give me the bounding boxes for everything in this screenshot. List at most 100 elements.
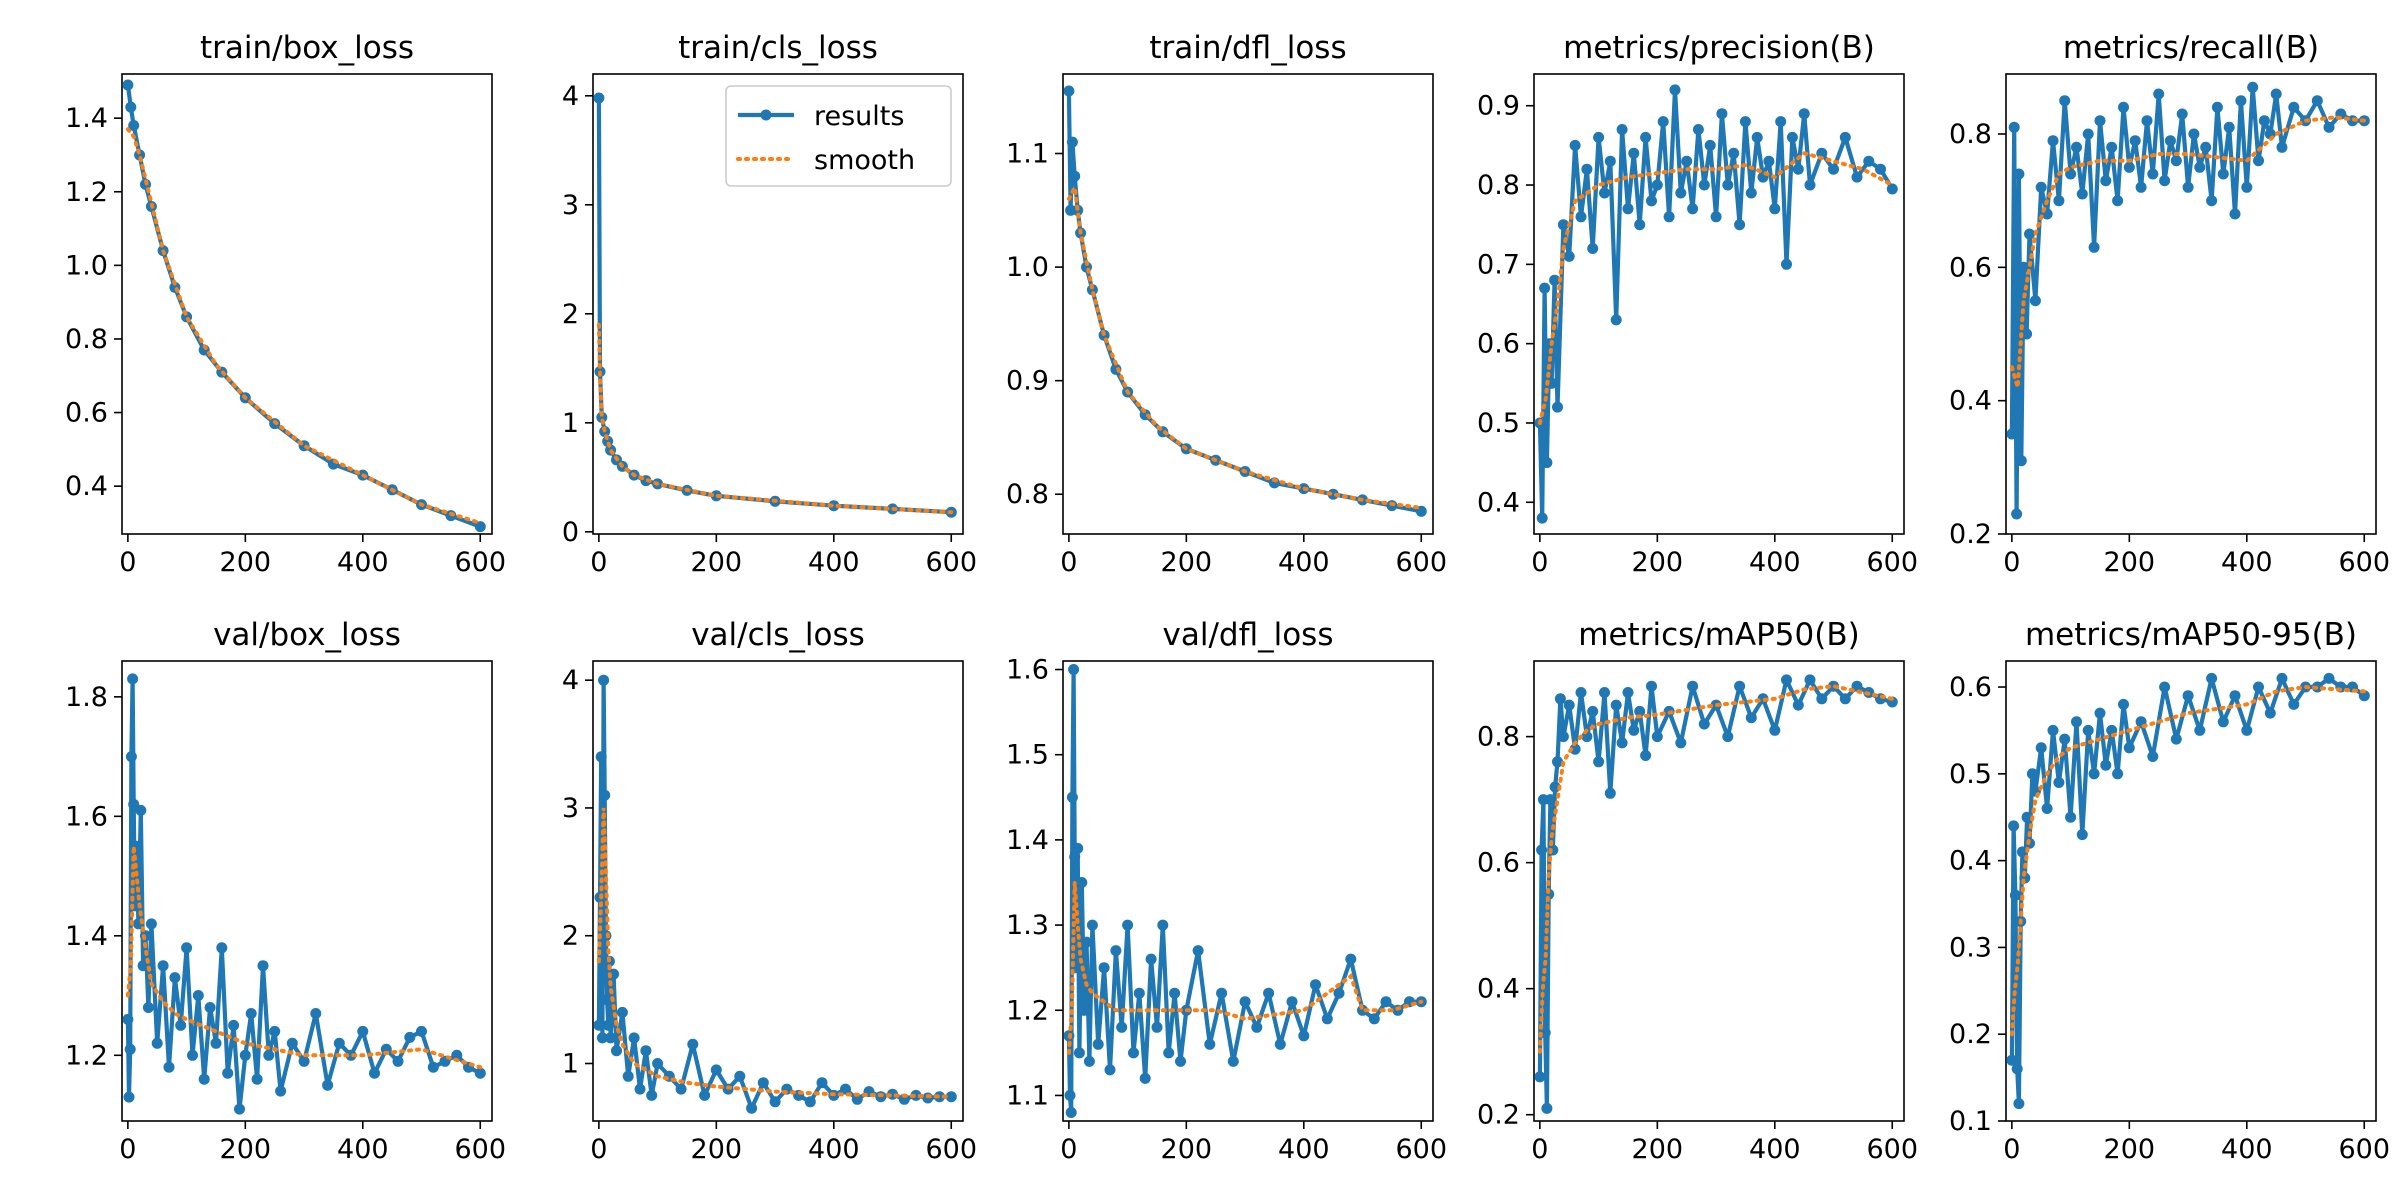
results-point: [124, 1043, 136, 1055]
results-point: [2323, 672, 2335, 684]
results-point: [169, 972, 181, 984]
results-point: [122, 79, 134, 91]
y-tick-label: 0.5: [1477, 408, 1520, 439]
x-tick-label: 600: [2338, 547, 2390, 578]
results-point: [710, 1064, 722, 1076]
results-point: [2217, 716, 2229, 728]
results-point: [1327, 488, 1339, 500]
results-point: [2088, 768, 2100, 780]
results-point: [2129, 135, 2141, 147]
results-point: [2194, 724, 2206, 736]
results-point: [1628, 147, 1640, 159]
results-point: [234, 1103, 245, 1115]
results-point: [1145, 953, 1157, 965]
results-point: [1544, 794, 1556, 806]
x-tick-label: 600: [454, 1134, 506, 1165]
results-point: [2082, 128, 2094, 140]
results-point: [1069, 170, 1081, 182]
results-point: [1634, 705, 1646, 717]
y-tick-label: 0.8: [1006, 479, 1049, 510]
x-tick-label: 0: [119, 1134, 136, 1165]
results-point: [2217, 168, 2229, 180]
y-tick-label: 1.2: [65, 1040, 108, 1071]
results-point: [2059, 95, 2071, 107]
results-point: [2071, 141, 2082, 153]
results-point: [2053, 777, 2065, 788]
results-point: [1593, 131, 1605, 143]
results-point: [2059, 733, 2071, 745]
results-point: [1587, 705, 1599, 717]
results-point: [125, 101, 137, 113]
subplot-5: metrics/recall(B) 0 200 400 600 0.2 0.4 0.6 0.8: [1949, 30, 2390, 578]
y-tick-label: 0.6: [1477, 848, 1520, 879]
x-tick-label: 200: [1161, 1134, 1213, 1165]
results-point: [2015, 455, 2027, 467]
plot-frame: [592, 73, 964, 535]
results-point: [1692, 124, 1704, 135]
results-point: [1716, 108, 1728, 120]
results-series-line: [1537, 677, 1895, 1111]
results-point: [2241, 724, 2253, 736]
smooth-series-line: [125, 127, 483, 525]
results-point: [1663, 211, 1675, 223]
results-point: [2088, 241, 2100, 253]
results-point: [2008, 820, 2020, 832]
results-point: [1763, 155, 1775, 167]
results-point: [616, 1006, 628, 1018]
chart-title: metrics/mAP50(B): [1578, 617, 1859, 653]
results-point: [1251, 1021, 1263, 1033]
subplot-6: val/box_loss 0 200 400 600 1.2 1.4 1.6 1.8: [65, 617, 506, 1165]
results-point: [2211, 101, 2223, 113]
results-point: [1728, 147, 1740, 159]
chart-title: metrics/precision(B): [1563, 30, 1875, 66]
results-point: [1554, 693, 1566, 705]
plot-frame: [2005, 73, 2377, 535]
results-point: [175, 1019, 187, 1031]
results-point: [357, 1025, 369, 1037]
results-point: [1157, 919, 1169, 931]
results-point: [1651, 179, 1663, 191]
plot-frame: [121, 660, 493, 1122]
x-tick-label: 0: [1060, 1134, 1077, 1165]
y-tick-label: 1.6: [1006, 655, 1049, 686]
series-group: [2006, 81, 2370, 520]
results-point: [1116, 1021, 1128, 1033]
results-point: [1321, 1013, 1333, 1025]
results-point: [2112, 768, 2124, 780]
legend-results-marker: [760, 109, 772, 121]
smooth-series-line: [1537, 151, 1895, 425]
results-point: [1775, 116, 1787, 128]
results-point: [611, 1045, 622, 1057]
results-point: [628, 1032, 640, 1044]
plot-frame: [1533, 660, 1905, 1122]
results-point: [1804, 179, 1816, 191]
y-tick-label: 0.4: [1949, 386, 1992, 417]
results-point: [135, 804, 147, 816]
x-tick-label: 400: [1749, 547, 1801, 578]
results-point: [142, 1002, 154, 1013]
results-point: [2047, 135, 2059, 147]
results-point: [1704, 139, 1716, 151]
results-point: [2065, 168, 2077, 180]
results-point: [1575, 687, 1587, 698]
results-point: [404, 1031, 416, 1043]
results-point: [2206, 672, 2218, 684]
results-point: [2076, 188, 2088, 200]
y-tick-label: 0.4: [1949, 846, 1992, 877]
results-point: [2013, 168, 2025, 180]
x-tick-label: 400: [337, 1134, 389, 1165]
results-point: [2164, 135, 2176, 147]
results-point: [593, 92, 605, 104]
subplot-9: metrics/mAP50(B) 0 200 400 600 0.2 0.4 0.6 0.8: [1477, 617, 1918, 1165]
results-point: [125, 751, 137, 763]
subplot-3: train/dfl_loss 0 200 400 600 0.8 0.9 1.0 1.1: [1006, 30, 1447, 578]
results-point: [1781, 674, 1792, 686]
plot-frame: [121, 73, 493, 535]
results-point: [187, 1049, 198, 1061]
results-point: [1804, 674, 1816, 686]
results-point: [1552, 401, 1563, 413]
results-point: [2100, 175, 2112, 187]
results-point: [216, 942, 228, 954]
results-point: [1068, 664, 1080, 675]
results-point: [2106, 141, 2118, 153]
